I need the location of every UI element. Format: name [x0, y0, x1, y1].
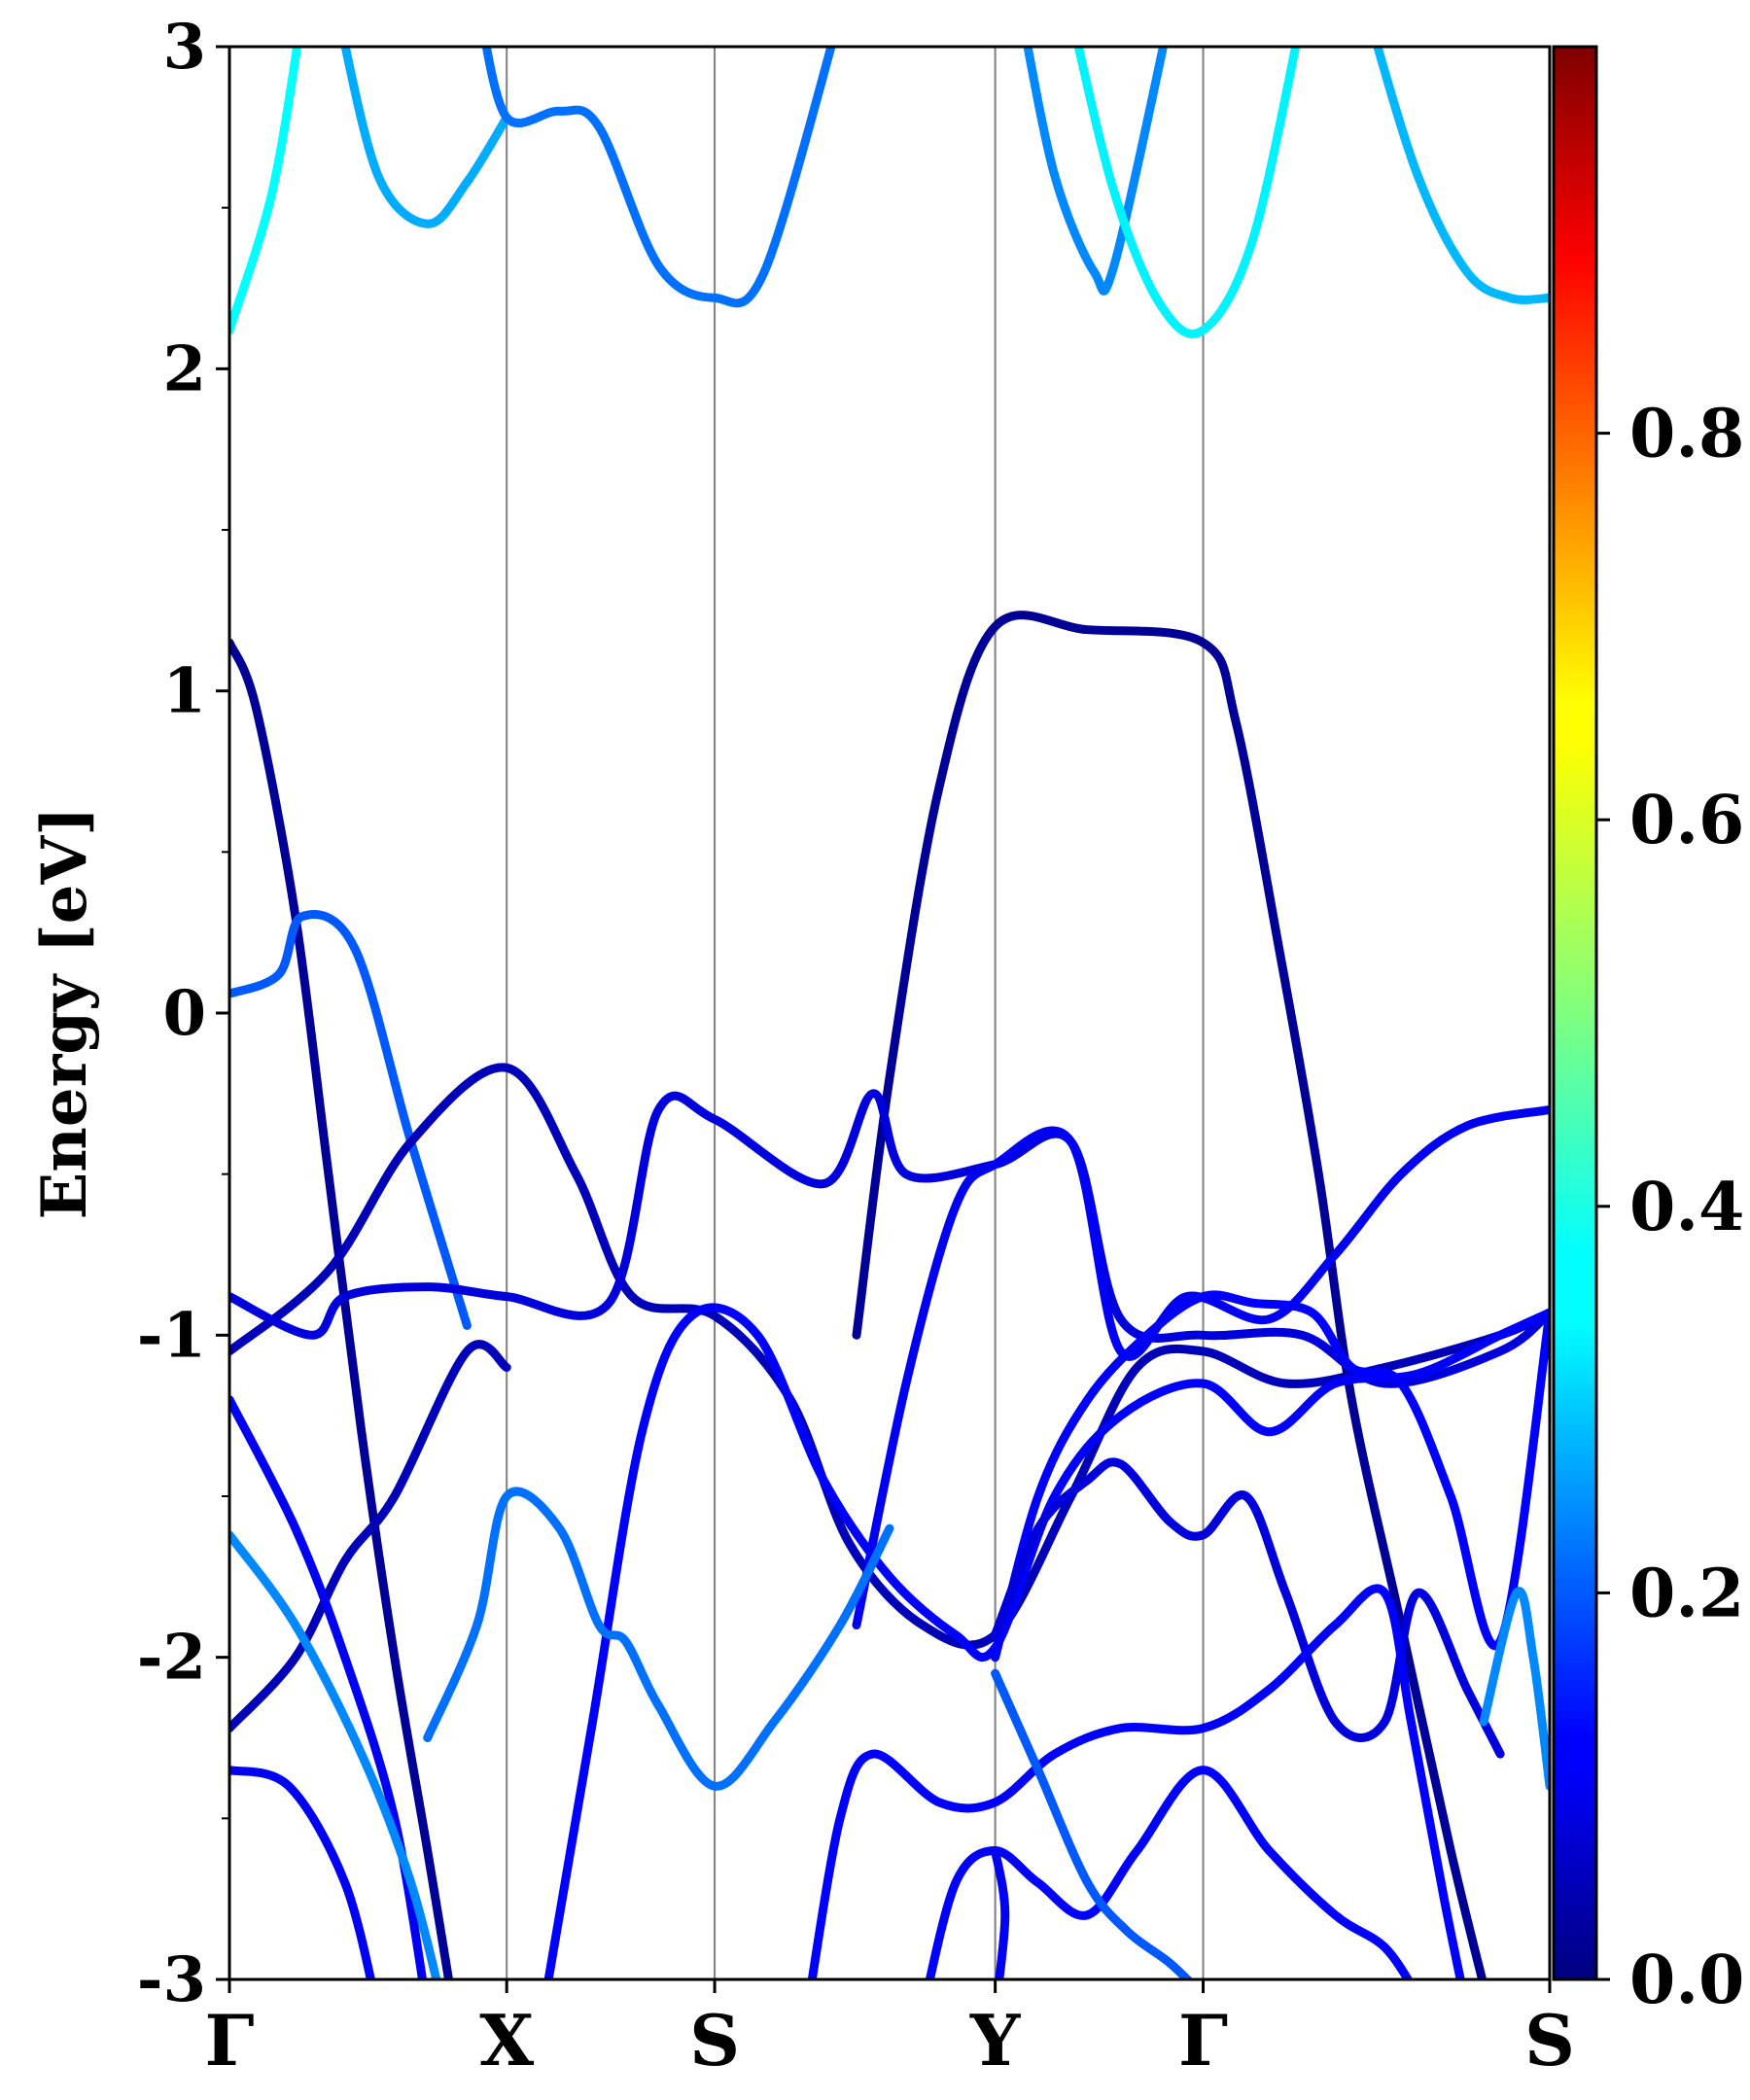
- x-tick-label: S: [689, 1999, 740, 2082]
- band-line: [229, 47, 302, 335]
- x-tick-label: X: [479, 1999, 534, 2082]
- band-line: [925, 1766, 1414, 1979]
- y-tick-label: 2: [162, 332, 206, 405]
- colorbar-ticks: 0.0 0.2 0.4 0.6 0.8: [1596, 396, 1744, 2019]
- band-line: [340, 47, 511, 228]
- x-tick-label: Y: [969, 1999, 1022, 2082]
- band-line: [991, 1668, 1194, 1979]
- x-tick-label: S: [1524, 1999, 1575, 2082]
- band-line: [852, 611, 1488, 1979]
- band-line: [991, 1290, 1550, 1662]
- plot-frame: [228, 45, 1552, 1981]
- kpoint-grid-lines: [506, 47, 1205, 1979]
- y-axis-label: Energy [eV]: [28, 807, 101, 1220]
- band-line: [423, 1487, 894, 1791]
- band-line: [229, 1340, 511, 1733]
- band-line: [991, 1457, 1505, 1759]
- band-line: [1073, 47, 1301, 338]
- colorbar-tick-label: 0.4: [1629, 1169, 1744, 1246]
- band-line: [1023, 47, 1169, 296]
- y-tick-label: -1: [137, 1299, 206, 1372]
- band-line: [229, 638, 454, 1979]
- band-line: [543, 1303, 1550, 1979]
- y-tick-label: 1: [162, 655, 206, 728]
- band-line: [229, 1395, 428, 1979]
- y-tick-label: -3: [137, 1943, 206, 2016]
- y-axis-ticks: 3 2 1 0 -1 -2 -3: [137, 11, 229, 2016]
- band-line: [229, 1766, 375, 1979]
- band-line: [852, 1104, 1550, 1629]
- band-line: [481, 47, 836, 308]
- y-tick-label: -2: [137, 1622, 206, 1695]
- band-line: [1479, 1587, 1550, 1791]
- colorbar-tick-label: 0.6: [1629, 782, 1744, 859]
- band-line: [229, 1089, 1550, 1388]
- y-tick-label: 0: [162, 977, 206, 1050]
- band-line: [229, 1063, 1550, 1650]
- colorbar: [1552, 45, 1598, 1981]
- band-line: [807, 1584, 1465, 1979]
- band-line: [1373, 47, 1550, 304]
- x-tick-label: Γ: [1178, 1999, 1228, 2082]
- band-lines: [229, 47, 1550, 1979]
- band-line: [991, 1846, 1010, 1979]
- y-tick-label: 3: [162, 11, 206, 84]
- x-tick-label: Γ: [204, 1999, 254, 2082]
- colorbar-tick-label: 0.2: [1629, 1555, 1744, 1632]
- band-line: [229, 1530, 441, 1979]
- band-line: [229, 910, 472, 1330]
- colorbar-tick-label: 0.0: [1629, 1942, 1744, 2019]
- colorbar-tick-label: 0.8: [1629, 396, 1744, 473]
